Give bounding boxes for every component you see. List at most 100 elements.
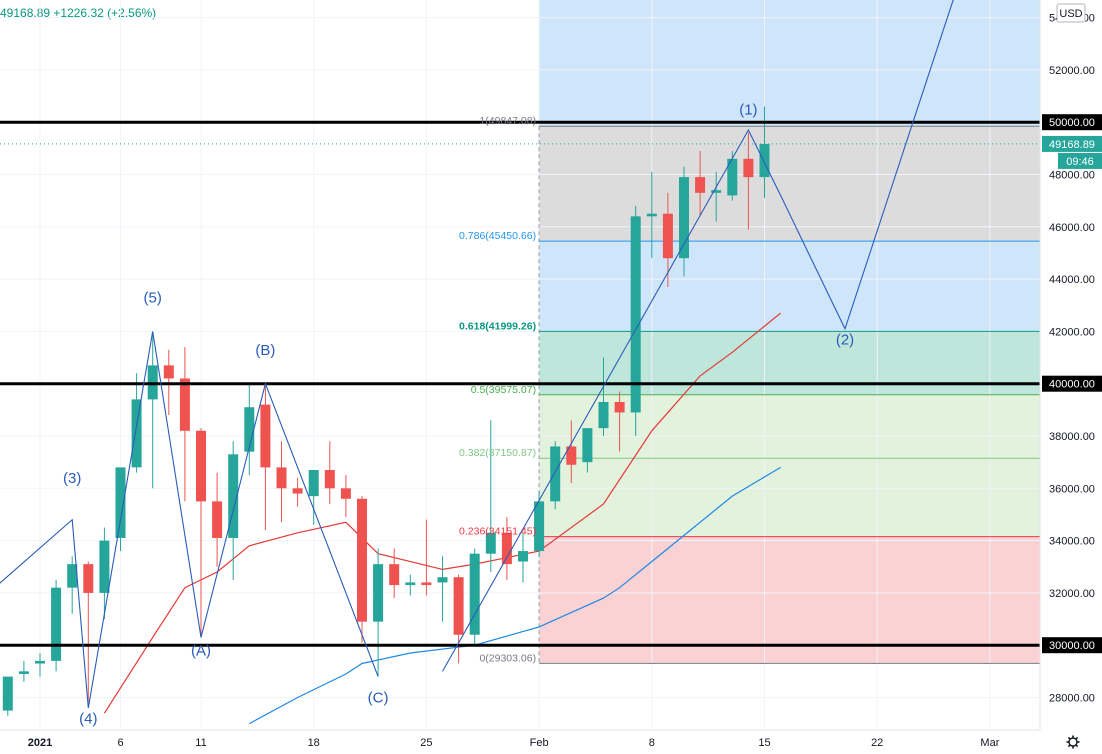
candle-body xyxy=(630,216,641,413)
x-tick-5: Feb xyxy=(530,737,549,749)
candle-body xyxy=(308,469,319,497)
candle-29 xyxy=(469,548,480,646)
y-tick-12: 52000.00 xyxy=(1049,65,1095,77)
candle-43 xyxy=(695,150,706,217)
candle-13 xyxy=(212,472,223,567)
x-tick-4: 25 xyxy=(420,737,432,749)
candle-17 xyxy=(276,441,287,523)
x-tick-3: 18 xyxy=(308,737,320,749)
candle-38 xyxy=(614,391,625,452)
current-price-text: 49168.89 xyxy=(0,6,51,20)
candle-body xyxy=(695,177,706,193)
candle-6 xyxy=(99,527,110,620)
candle-11 xyxy=(179,347,190,502)
gear-icon[interactable] xyxy=(1066,735,1080,749)
y-tick-badge-1 xyxy=(1042,637,1102,654)
x-tick-1: 6 xyxy=(117,737,123,749)
candle-body xyxy=(2,676,13,711)
candle-20 xyxy=(324,441,335,504)
candle-21 xyxy=(340,475,351,518)
candle-32 xyxy=(518,532,528,583)
candle-7 xyxy=(115,467,126,552)
candle-body xyxy=(35,660,45,664)
candle-27 xyxy=(437,556,448,622)
candle-1 xyxy=(18,660,29,682)
elliott-waves[interactable]: (3) (4) (5) (A) (B) (C) (1) (2) xyxy=(0,0,958,728)
x-tick-7: 15 xyxy=(758,737,770,749)
candle-body xyxy=(421,582,432,586)
fib-sky-zone xyxy=(539,0,1040,127)
fibonacci-zones xyxy=(539,0,1040,664)
candle-42 xyxy=(679,166,689,277)
candle-body xyxy=(662,213,673,259)
candle-body xyxy=(646,213,657,217)
candle-body xyxy=(324,469,335,489)
y-tick-3: 34000.00 xyxy=(1049,536,1095,548)
time-scale-bg xyxy=(0,730,1102,754)
candle-body xyxy=(501,532,512,565)
wave-label-5: (C) xyxy=(368,690,389,707)
fib-label-3: 0.5(39575.07) xyxy=(471,384,536,396)
x-tick-0: 2021 xyxy=(28,737,52,749)
candle-body xyxy=(357,498,367,622)
candle-30 xyxy=(485,420,496,572)
fib-zone-0 xyxy=(539,126,1040,242)
wave-label-7: (2) xyxy=(836,331,854,348)
fib-zone-1 xyxy=(539,241,1040,332)
wave-path-b xyxy=(442,0,954,672)
y-tick-11: 50000.00 xyxy=(1049,117,1095,129)
candle-46 xyxy=(743,132,754,230)
x-tick-9: Mar xyxy=(980,737,999,749)
candle-26 xyxy=(421,519,432,596)
candle-body xyxy=(244,407,255,452)
y-tick-0: 28000.00 xyxy=(1049,693,1095,705)
candle-37 xyxy=(598,357,609,436)
candle-16 xyxy=(260,383,271,531)
y-tick-9: 46000.00 xyxy=(1049,222,1095,234)
candle-2 xyxy=(35,653,45,677)
wave-label-0: (3) xyxy=(63,470,81,487)
candle-body xyxy=(83,564,94,593)
candle-25 xyxy=(405,574,416,596)
x-tick-6: 8 xyxy=(649,737,655,749)
fib-zone-3 xyxy=(539,394,1040,537)
candle-3 xyxy=(51,579,62,672)
candle-body xyxy=(743,158,754,178)
fibonacci-lines xyxy=(538,125,1040,664)
fib-label-5: 0.236(34151.45) xyxy=(459,526,536,538)
fib-label-4: 0.382(37150.87) xyxy=(459,447,536,459)
candle-body xyxy=(389,564,400,586)
fib-label-6: 0(29303.06) xyxy=(479,652,536,664)
ticker-header: 49168.89 +1226.32 (+2.56%) xyxy=(0,6,156,20)
candle-body xyxy=(614,402,625,413)
y-tick-badge-6 xyxy=(1042,375,1102,392)
gear-ring xyxy=(1068,737,1078,747)
candle-18 xyxy=(292,477,303,507)
currency-box xyxy=(1056,3,1086,23)
y-tick-7: 42000.00 xyxy=(1049,326,1095,338)
candle-body xyxy=(469,553,480,635)
price-change-text: +1226.32 xyxy=(53,6,104,20)
candle-36 xyxy=(582,428,593,473)
y-tick-1: 30000.00 xyxy=(1049,640,1095,652)
candle-body xyxy=(292,488,303,494)
candle-body xyxy=(485,532,496,554)
candle-33 xyxy=(534,490,545,557)
candle-body xyxy=(51,587,62,661)
candle-28 xyxy=(453,574,464,664)
y-tick-6: 40000.00 xyxy=(1049,379,1095,391)
candle-body xyxy=(679,177,689,259)
candle-35 xyxy=(566,420,577,484)
key-levels[interactable] xyxy=(0,120,1040,647)
gear-tooth xyxy=(1075,744,1079,748)
fib-zone-2 xyxy=(539,331,1040,395)
candle-5 xyxy=(83,561,94,703)
candle-body xyxy=(18,671,29,674)
candle-body xyxy=(566,446,577,465)
fibonacci-labels: 1(49847.08) 0.786(45450.66) 0.618(41999.26… xyxy=(459,115,536,664)
candle-body xyxy=(131,399,142,468)
gear-tooth xyxy=(1075,736,1079,740)
fib-label-2: 0.618(41999.26) xyxy=(459,320,536,332)
